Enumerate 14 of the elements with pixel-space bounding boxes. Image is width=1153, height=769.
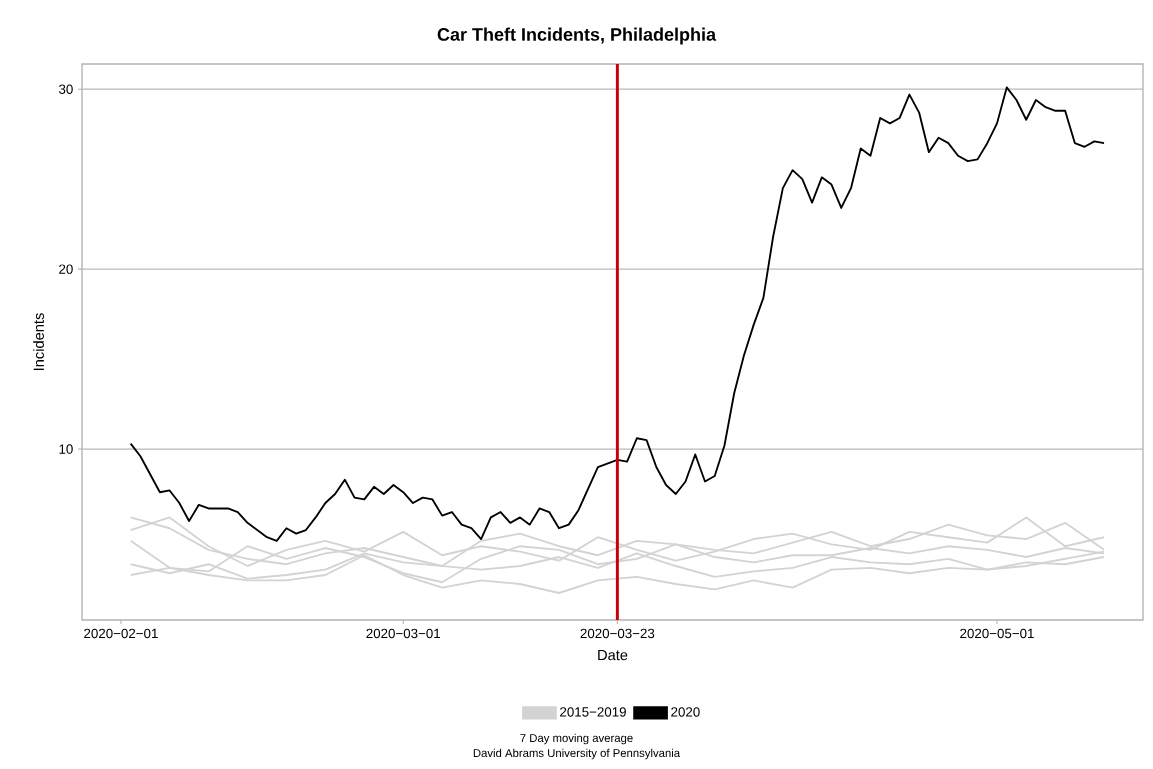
x-tick-label: 2020−03−23 bbox=[580, 628, 655, 639]
y-tick-label: 10 bbox=[59, 444, 73, 454]
text: 7 Day moving average bbox=[520, 733, 633, 745]
x-axis-title: Date bbox=[598, 649, 628, 661]
legend-label: 2020 bbox=[671, 707, 700, 717]
x-tick-label: 2020−05−01 bbox=[960, 628, 1034, 639]
y-axis-title: Incidents bbox=[33, 313, 44, 370]
legend-label: 2015−2019 bbox=[560, 707, 626, 717]
y-tick-label: 30 bbox=[58, 84, 73, 94]
x-tick-label: 2020−03−01 bbox=[366, 628, 441, 639]
y-tick-label: 20 bbox=[59, 264, 73, 274]
x-tick-label: 2020−02−01 bbox=[84, 628, 158, 639]
text: David Abrams University of Pennsylvania bbox=[473, 748, 681, 760]
chart-title: Car Theft Incidents, Philadelphia bbox=[437, 27, 717, 45]
